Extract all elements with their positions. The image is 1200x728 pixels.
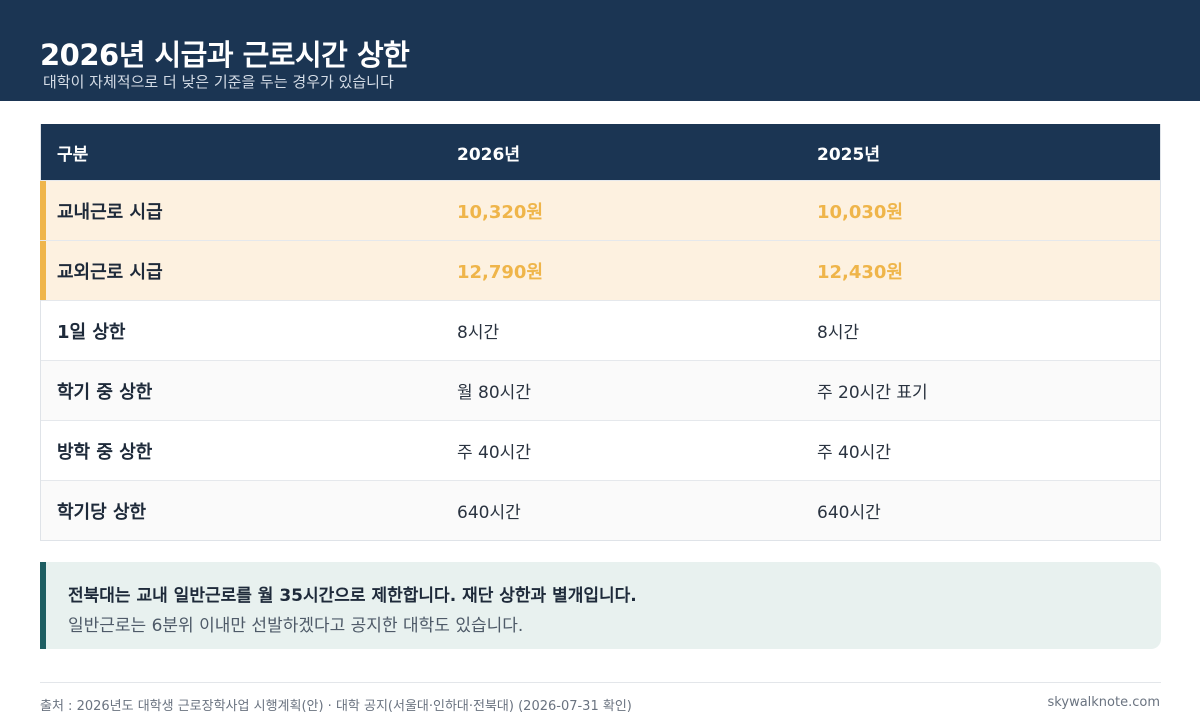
page-title: 2026년 시급과 근로시간 상한 xyxy=(40,38,410,72)
note-secondary-text: 일반근로는 6분위 이내만 선발하겠다고 공지한 대학도 있습니다. xyxy=(68,616,524,636)
page-subtitle: 대학이 자체적으로 더 낮은 기준을 두는 경우가 있습니다 xyxy=(43,73,394,91)
column-header-category: 구분 xyxy=(57,144,89,165)
note-callout: 전북대는 교내 일반근로를 월 35시간으로 제한합니다. 재단 상한과 별개입… xyxy=(40,562,1161,649)
source-citation: 출처 : 2026년도 대학생 근로장학사업 시행계획(안) · 대학 공지(서… xyxy=(40,699,632,714)
value-2026: 12,790원 xyxy=(457,261,544,283)
value-2026: 8시간 xyxy=(457,323,500,343)
row-label: 학기 중 상한 xyxy=(57,381,153,403)
value-2025: 10,030원 xyxy=(817,201,904,223)
table-row-semester-limit: 학기 중 상한 월 80시간 주 20시간 표기 xyxy=(41,360,1160,420)
table-row-per-semester-limit: 학기당 상한 640시간 640시간 xyxy=(41,480,1160,540)
table-row-offcampus-wage: 교외근로 시급 12,790원 12,430원 xyxy=(40,240,1160,300)
row-label: 방학 중 상한 xyxy=(57,441,153,463)
row-label: 교외근로 시급 xyxy=(57,261,163,283)
note-primary-text: 전북대는 교내 일반근로를 월 35시간으로 제한합니다. 재단 상한과 별개입… xyxy=(68,586,637,606)
value-2026: 10,320원 xyxy=(457,201,544,223)
site-credit: skywalknote.com xyxy=(1047,695,1160,710)
footer-divider xyxy=(40,682,1161,683)
value-2026: 월 80시간 xyxy=(457,383,531,403)
header-banner: 2026년 시급과 근로시간 상한 대학이 자체적으로 더 낮은 기준을 두는 … xyxy=(0,0,1200,101)
value-2025: 8시간 xyxy=(817,323,860,343)
table-row-oncampus-wage: 교내근로 시급 10,320원 10,030원 xyxy=(40,180,1160,240)
table-row-daily-limit: 1일 상한 8시간 8시간 xyxy=(41,300,1160,360)
value-2025: 12,430원 xyxy=(817,261,904,283)
column-header-2025: 2025년 xyxy=(817,144,880,165)
column-header-2026: 2026년 xyxy=(457,144,520,165)
value-2025: 주 40시간 xyxy=(817,443,891,463)
table-row-vacation-limit: 방학 중 상한 주 40시간 주 40시간 xyxy=(41,420,1160,480)
value-2026: 640시간 xyxy=(457,503,521,523)
value-2026: 주 40시간 xyxy=(457,443,531,463)
table-header: 구분 2026년 2025년 xyxy=(41,124,1160,180)
row-label: 교내근로 시급 xyxy=(57,201,163,223)
row-label: 1일 상한 xyxy=(57,321,126,343)
value-2025: 주 20시간 표기 xyxy=(817,383,928,403)
wage-table: 구분 2026년 2025년 교내근로 시급 10,320원 10,030원 교… xyxy=(40,124,1161,541)
row-label: 학기당 상한 xyxy=(57,501,147,523)
value-2025: 640시간 xyxy=(817,503,881,523)
